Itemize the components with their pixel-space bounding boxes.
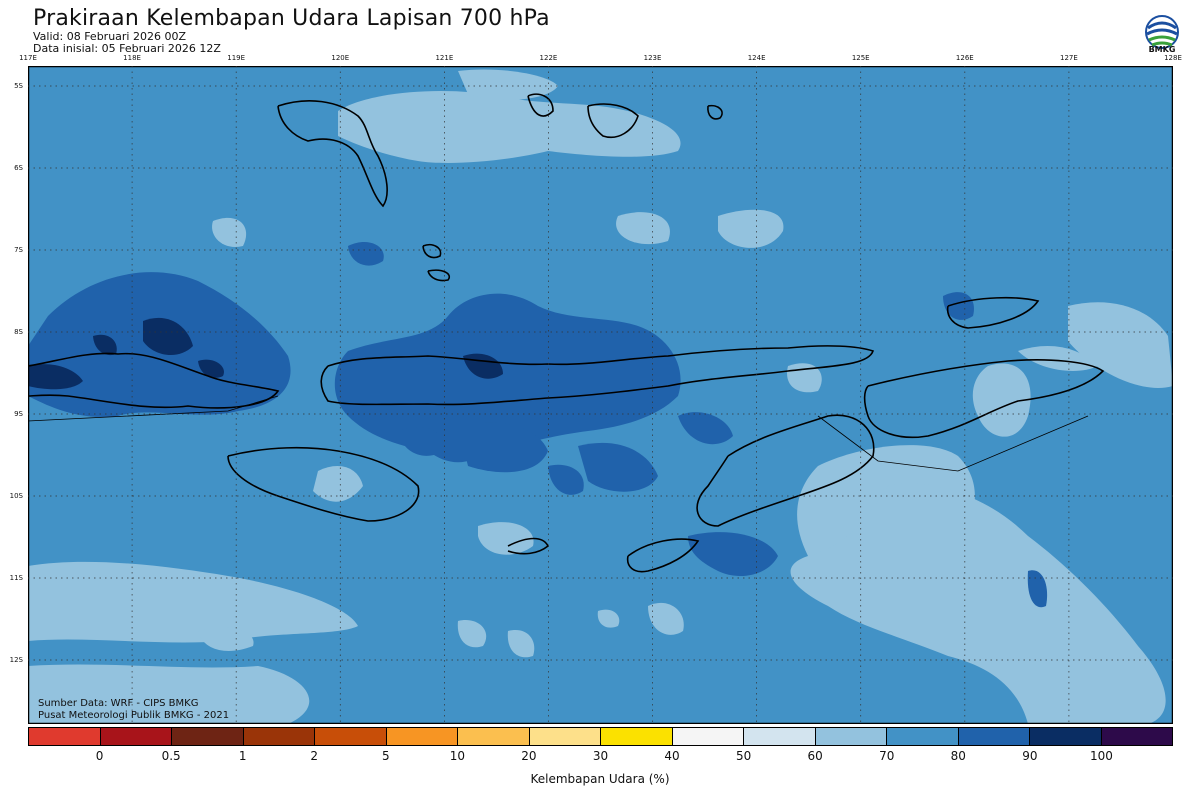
colorbar-tick: 40: [664, 749, 680, 763]
colorbar-segment: [1030, 728, 1102, 745]
publisher-label: Pusat Meteorologi Publik BMKG - 2021: [38, 710, 230, 721]
latitude-label: 11S: [9, 574, 23, 582]
latitude-label: 7S: [14, 246, 23, 254]
longitude-label: 122E: [539, 54, 558, 62]
colorbar-tick: 30: [592, 749, 609, 763]
longitude-label: 128E: [1164, 54, 1182, 62]
colorbar-segment: [29, 728, 101, 745]
latitude-labels: 5S 6S 7S 8S 9S 10S 11S 12S: [0, 66, 26, 724]
colorbar-segment: [315, 728, 387, 745]
colorbar-tick: 100: [1089, 749, 1113, 763]
longitude-label: 119E: [227, 54, 246, 62]
colorbar-tick: 80: [950, 749, 966, 763]
latitude-label: 6S: [14, 164, 23, 172]
humidity-colorbar: [28, 727, 1173, 746]
longitude-label: 126E: [955, 54, 974, 62]
colorbar-tick: 20: [521, 749, 537, 763]
colorbar-segment: [744, 728, 816, 745]
longitude-label: 117E: [19, 54, 37, 62]
latitude-label: 5S: [14, 82, 23, 90]
light-humidity-zones: [28, 69, 1173, 724]
colorbar-segment: [172, 728, 244, 745]
colorbar-title: Kelembapan Udara (%): [530, 772, 670, 786]
latitude-label: 8S: [14, 328, 23, 336]
colorbar-segment: [958, 728, 1030, 745]
very-high-humidity-zones: [28, 317, 503, 390]
lat-lon-grid: [28, 66, 1173, 724]
colorbar-tick: 60: [807, 749, 823, 763]
longitude-labels: 117E 118E 119E 120E 121E 122E 123E 124E 125E 126E…: [19, 54, 1182, 64]
longitude-label: 125E: [851, 54, 870, 62]
latitude-label: 12S: [9, 656, 23, 664]
humidity-map: [28, 66, 1173, 724]
colorbar-tick: 70: [879, 749, 895, 763]
bmkg-logo-icon: [1145, 15, 1179, 49]
colorbar-segment: [601, 728, 673, 745]
longitude-label: 123E: [643, 54, 662, 62]
map-title: Prakiraan Kelembapan Udara Lapisan 700 h…: [33, 6, 550, 31]
colorbar-segment: [458, 728, 530, 745]
colorbar-tick: 0.5: [161, 749, 181, 763]
colorbar-segment: [386, 728, 458, 745]
map-frame: [28, 66, 1173, 724]
colorbar-segment: [672, 728, 744, 745]
longitude-label: 127E: [1060, 54, 1078, 62]
colorbar-segment: [243, 728, 315, 745]
init-time: Data inisial: 05 Februari 2026 12Z: [33, 42, 221, 55]
colorbar-segment: [100, 728, 172, 745]
longitude-label: 124E: [747, 54, 766, 62]
colorbar-segment: [1101, 728, 1172, 745]
latitude-label: 10S: [9, 492, 23, 500]
longitude-label: 118E: [123, 54, 141, 62]
colorbar-tick: 50: [735, 749, 752, 763]
longitude-label: 121E: [435, 54, 454, 62]
latitude-label: 9S: [14, 410, 23, 418]
logo-label: BMKG: [1148, 45, 1176, 54]
colorbar-segment: [815, 728, 887, 745]
colorbar-tick: 1: [238, 749, 247, 763]
colorbar-tick: 5: [381, 749, 390, 763]
longitude-label: 120E: [331, 54, 350, 62]
data-source-label: Sumber Data: WRF - CIPS BMKG: [38, 698, 199, 709]
colorbar-tick: 2: [310, 749, 319, 763]
colorbar-tick: 90: [1022, 749, 1038, 763]
colorbar-segment: [529, 728, 601, 745]
colorbar-tick-labels: 0 0.5 1 2 5 10 20 30 40 50 60 70 80 90 100: [28, 749, 1173, 763]
colorbar-tick: 10: [449, 749, 466, 763]
valid-time: Valid: 08 Februari 2026 00Z: [33, 30, 187, 43]
colorbar-tick: 0: [95, 749, 104, 763]
colorbar-segment: [887, 728, 959, 745]
coastlines: [28, 93, 1105, 573]
